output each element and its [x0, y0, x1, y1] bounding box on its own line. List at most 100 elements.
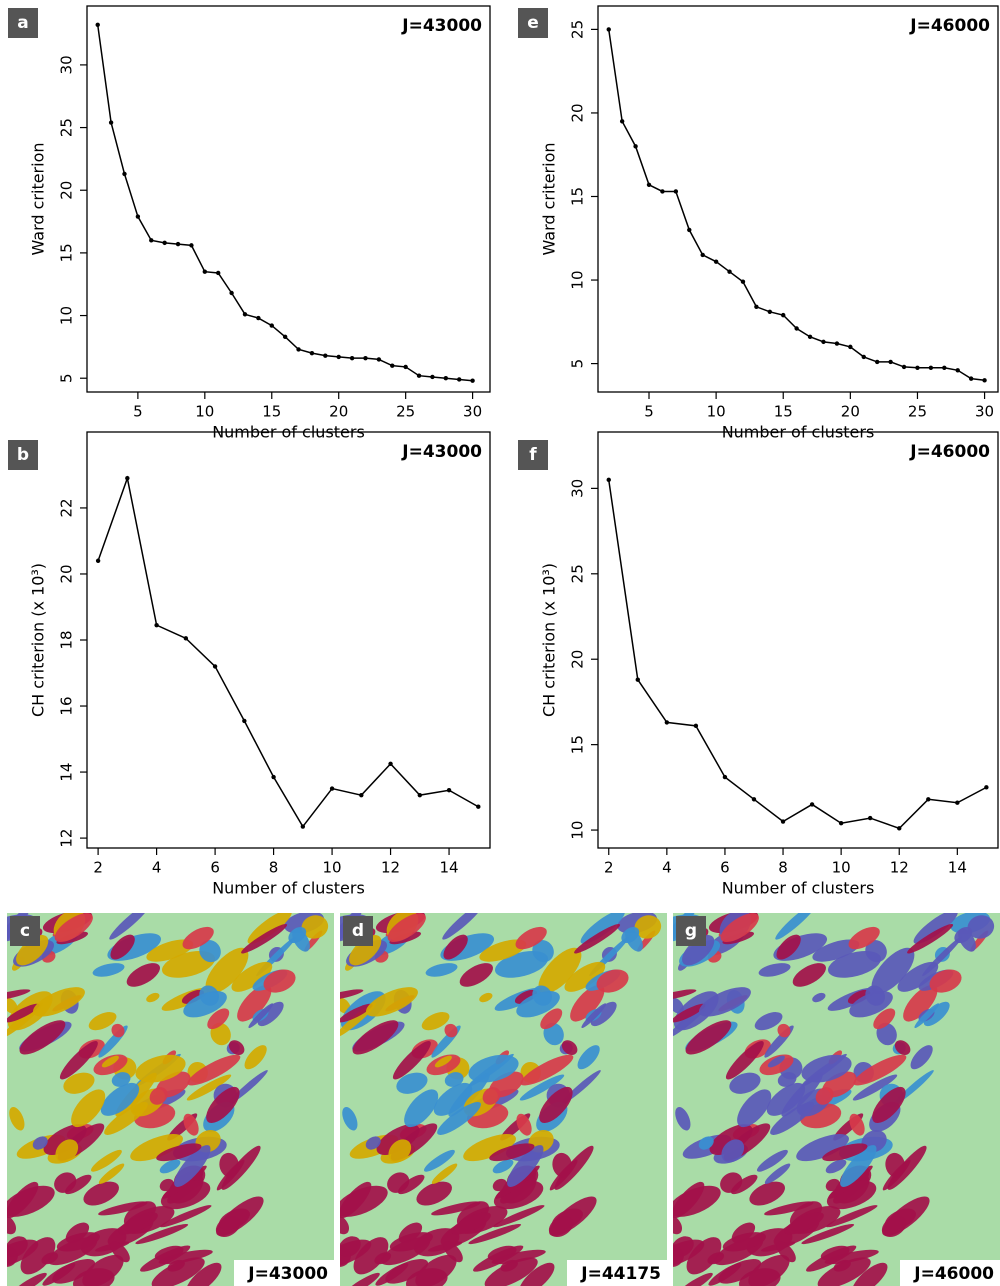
map-region [416, 1181, 452, 1206]
data-point [403, 364, 408, 370]
data-point [754, 304, 759, 309]
map-region [146, 939, 194, 962]
annotation: J=46000 [909, 442, 990, 462]
map-region [221, 1145, 261, 1190]
annotation: J=43000 [401, 16, 482, 36]
annotation: J=46000 [909, 16, 990, 36]
map-region [519, 1262, 555, 1286]
map-region [708, 1263, 742, 1286]
data-point [242, 312, 248, 317]
map-region [90, 1149, 122, 1172]
map-region [98, 1163, 125, 1184]
y-tick-label: 20 [58, 181, 76, 200]
x-tick-label: 2 [604, 859, 614, 877]
map-region [552, 1152, 573, 1178]
map-region [825, 1159, 847, 1174]
map-regions [7, 913, 329, 1286]
map-region [257, 1001, 284, 1027]
map-region [205, 947, 249, 994]
map-region [468, 1223, 522, 1245]
map-region [389, 1232, 433, 1252]
map-region [159, 1159, 181, 1174]
map-region [340, 1215, 350, 1235]
x-tick-label: 4 [152, 859, 162, 877]
map-region [63, 1072, 95, 1094]
map-region [551, 1208, 583, 1230]
y-tick-label: 5 [569, 359, 587, 369]
map-region [847, 989, 871, 1004]
map-region [574, 923, 621, 954]
map-region [873, 1008, 896, 1030]
map-region [929, 969, 962, 993]
map-region [92, 963, 125, 977]
map-region [451, 1212, 491, 1235]
map-region [756, 1149, 788, 1172]
map-region [32, 1136, 48, 1150]
map-region [228, 1040, 245, 1055]
cluster-map [673, 913, 1000, 1286]
map-region [514, 989, 538, 1004]
data-point [135, 214, 141, 219]
y-tick-label: 15 [569, 187, 587, 206]
x-tick-label: 5 [133, 403, 143, 421]
map-region [887, 1145, 927, 1190]
map-region [433, 1082, 473, 1116]
map-region [540, 1008, 563, 1030]
map-region [41, 1252, 59, 1265]
data-point [693, 723, 699, 729]
data-point [388, 761, 393, 767]
map-region [590, 1001, 617, 1027]
map-region [913, 913, 958, 944]
data-point [309, 350, 315, 356]
map-region [7, 1215, 17, 1235]
annotation: J=43000 [401, 442, 482, 462]
map-region [673, 1185, 721, 1217]
map-region [59, 1041, 98, 1080]
map-region [55, 1139, 79, 1163]
map-region [796, 1134, 849, 1162]
map-region [822, 1143, 868, 1162]
data-point [901, 364, 907, 370]
y-axis-label: CH criterion (x 10³) [29, 563, 48, 717]
map-region [473, 1245, 524, 1272]
map-region [183, 990, 227, 1018]
map-region [199, 940, 221, 963]
x-tick-label: 30 [463, 403, 482, 421]
data-point [323, 353, 328, 358]
plot-frame [597, 431, 999, 849]
map-region [431, 1163, 458, 1184]
data-point [606, 477, 611, 483]
map-region [581, 1003, 607, 1028]
data-point [189, 243, 194, 248]
x-tick-label: 20 [329, 403, 348, 421]
panel-badge [343, 916, 373, 946]
data-point [664, 720, 670, 725]
map-region [749, 1181, 785, 1206]
panel-badge [8, 8, 38, 38]
panel-letter: e [527, 13, 539, 33]
map-region [110, 1241, 130, 1263]
panel-badge [676, 916, 706, 946]
y-tick-label: 10 [58, 306, 76, 325]
map-region [673, 1003, 706, 1023]
data-point [660, 189, 665, 194]
map-region [54, 1172, 77, 1193]
x-tick-label: 12 [381, 859, 400, 877]
panel-letter: b [17, 445, 29, 465]
map-region [156, 1143, 202, 1162]
map-region [83, 1181, 119, 1206]
map-region [146, 992, 160, 1003]
map-region [479, 992, 493, 1003]
map-region [54, 913, 93, 943]
x-tick-label: 8 [269, 859, 279, 877]
map-region [776, 1241, 796, 1263]
x-tick-label: 25 [908, 403, 927, 421]
map-region [183, 1113, 199, 1136]
map-region [340, 1236, 361, 1257]
map-region [396, 1072, 428, 1094]
map-region [580, 913, 625, 944]
data-point [430, 374, 435, 380]
map-region [218, 1208, 250, 1230]
data-point [108, 120, 114, 125]
map-region [784, 1212, 824, 1235]
